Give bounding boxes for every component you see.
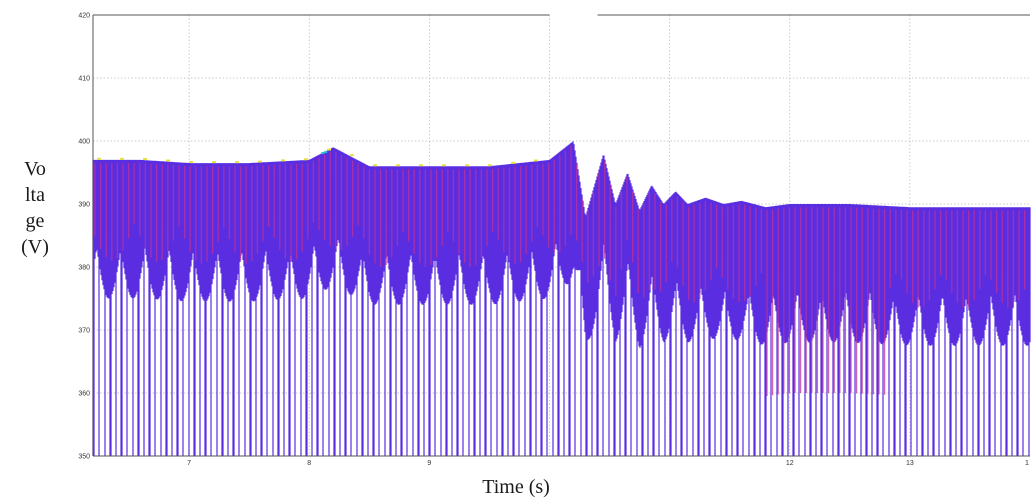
y-tick-label: 370 <box>78 328 90 335</box>
y-tick-label: 410 <box>78 76 90 83</box>
y-axis-label-3: ge <box>25 210 45 232</box>
y-tick-label: 360 <box>78 391 90 398</box>
x-tick-label: 12 <box>786 460 794 467</box>
waveform-cyan-fleck <box>320 150 328 155</box>
plot-frame <box>92 14 1030 457</box>
y-tick-label: 380 <box>78 265 90 272</box>
x-tick-label: 13 <box>906 460 914 467</box>
x-tick-label: 9 <box>427 460 431 467</box>
x-tick-label: 1 <box>1025 460 1029 467</box>
y-axis-label-2: lta <box>25 184 45 206</box>
y-tick-label: 350 <box>78 454 90 461</box>
x-tick-label: 7 <box>187 460 191 467</box>
y-axis-label-4: (V) <box>21 236 49 258</box>
y-tick-labels: 350 360 370 380 390 400 410 420 <box>78 13 90 461</box>
x-axis-label: Time (s) <box>482 476 550 498</box>
y-tick-label: 390 <box>78 202 90 209</box>
y-tick-label: 400 <box>78 139 90 146</box>
x-tick-label: 8 <box>307 460 311 467</box>
waveform-yellow-flecks <box>97 148 538 167</box>
x-tick-labels: 7 8 9 12 13 1 <box>187 460 1029 467</box>
y-axis-label-1: Vo <box>24 158 46 180</box>
y-tick-label: 420 <box>78 13 90 20</box>
waveform-overlay <box>94 146 1026 396</box>
waveform <box>92 141 1031 456</box>
